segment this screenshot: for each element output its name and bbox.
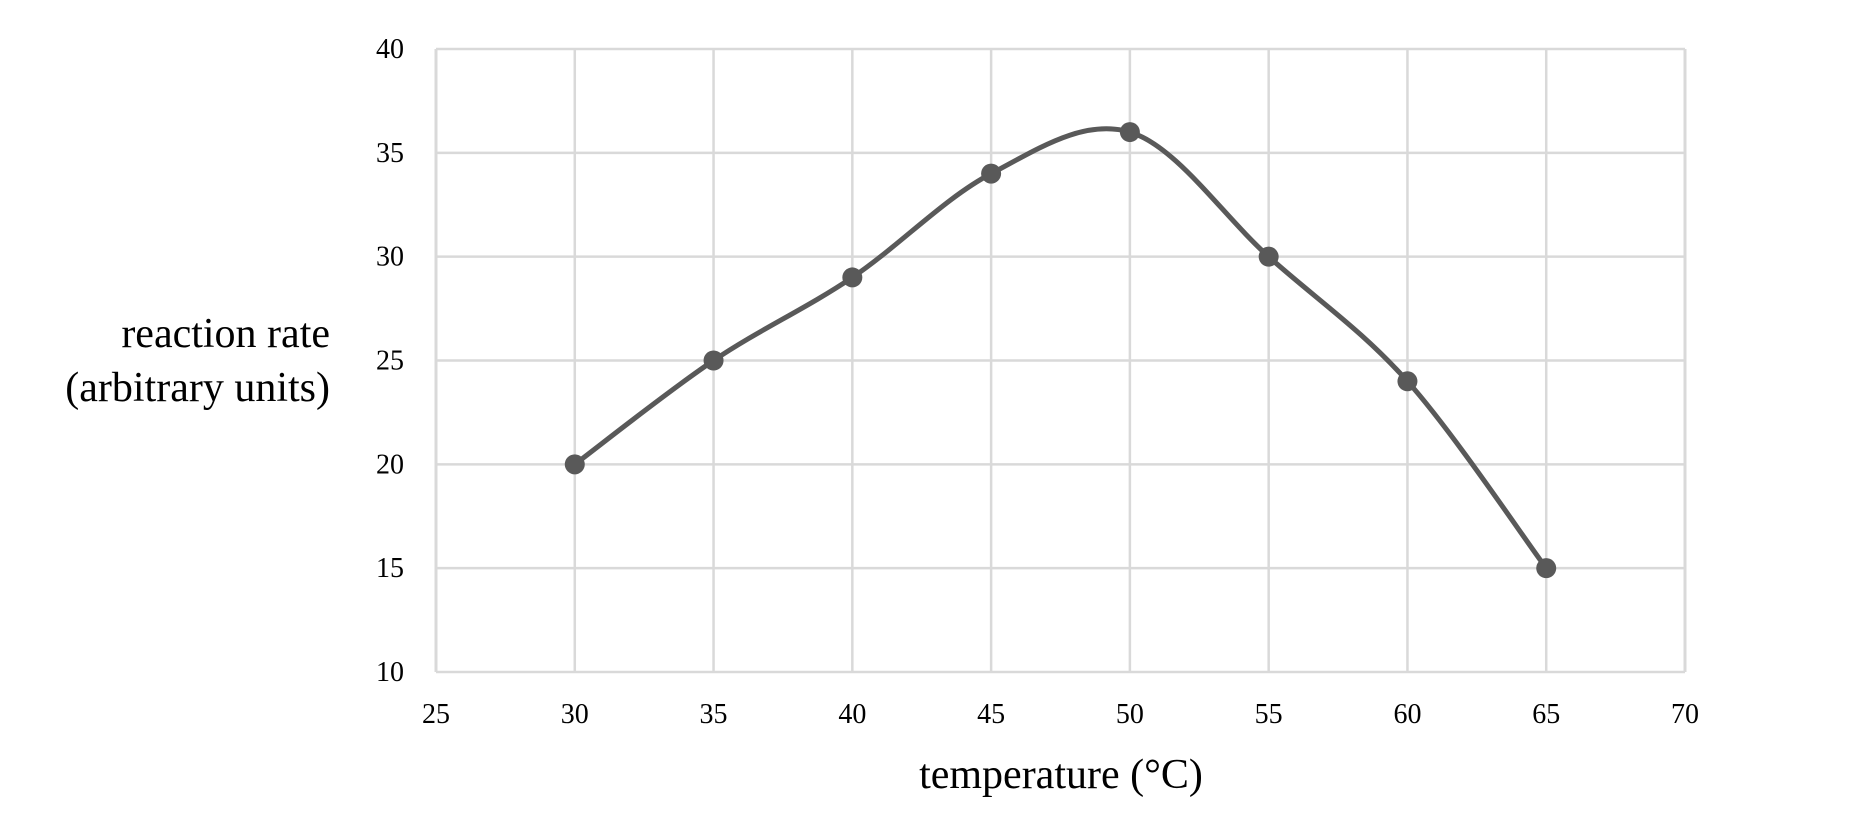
data-point: [981, 163, 1002, 184]
y-tick-label: 10: [376, 657, 404, 688]
grid: [434, 47, 1687, 674]
x-tick-label: 25: [422, 699, 450, 730]
x-tick-label: 55: [1255, 699, 1283, 730]
data-point: [1119, 122, 1140, 143]
y-tick-label: 20: [376, 449, 404, 480]
x-tick-label: 65: [1532, 699, 1560, 730]
data-point: [842, 267, 863, 288]
y-tick-label: 35: [376, 138, 404, 169]
x-tick-label: 45: [977, 699, 1005, 730]
y-axis-title-line-1: reaction rate: [121, 311, 330, 357]
x-tick-label: 35: [700, 699, 728, 730]
data-point: [564, 454, 585, 475]
x-axis-title: temperature (°C): [919, 752, 1203, 798]
x-tick-label: 40: [838, 699, 866, 730]
data-point: [1397, 371, 1418, 392]
data-point: [703, 350, 724, 371]
y-tick-label: 25: [376, 346, 404, 377]
series-line: [573, 126, 1549, 570]
x-tick-label: 70: [1671, 699, 1699, 730]
x-tick-label: 30: [561, 699, 589, 730]
y-tick-label: 40: [376, 34, 404, 65]
data-points: [564, 122, 1557, 579]
data-point: [1258, 246, 1279, 267]
y-tick-labels: 10 15 20 25 30 35 40: [376, 34, 404, 688]
x-tick-label: 60: [1393, 699, 1421, 730]
x-tick-labels: 25 30 35 40 45 50 55 60 65 70: [422, 699, 1699, 730]
y-tick-label: 30: [376, 242, 404, 273]
data-point: [1536, 558, 1557, 579]
y-tick-label: 15: [376, 553, 404, 584]
y-axis-title-line-2: (arbitrary units): [65, 365, 330, 411]
x-tick-label: 50: [1116, 699, 1144, 730]
